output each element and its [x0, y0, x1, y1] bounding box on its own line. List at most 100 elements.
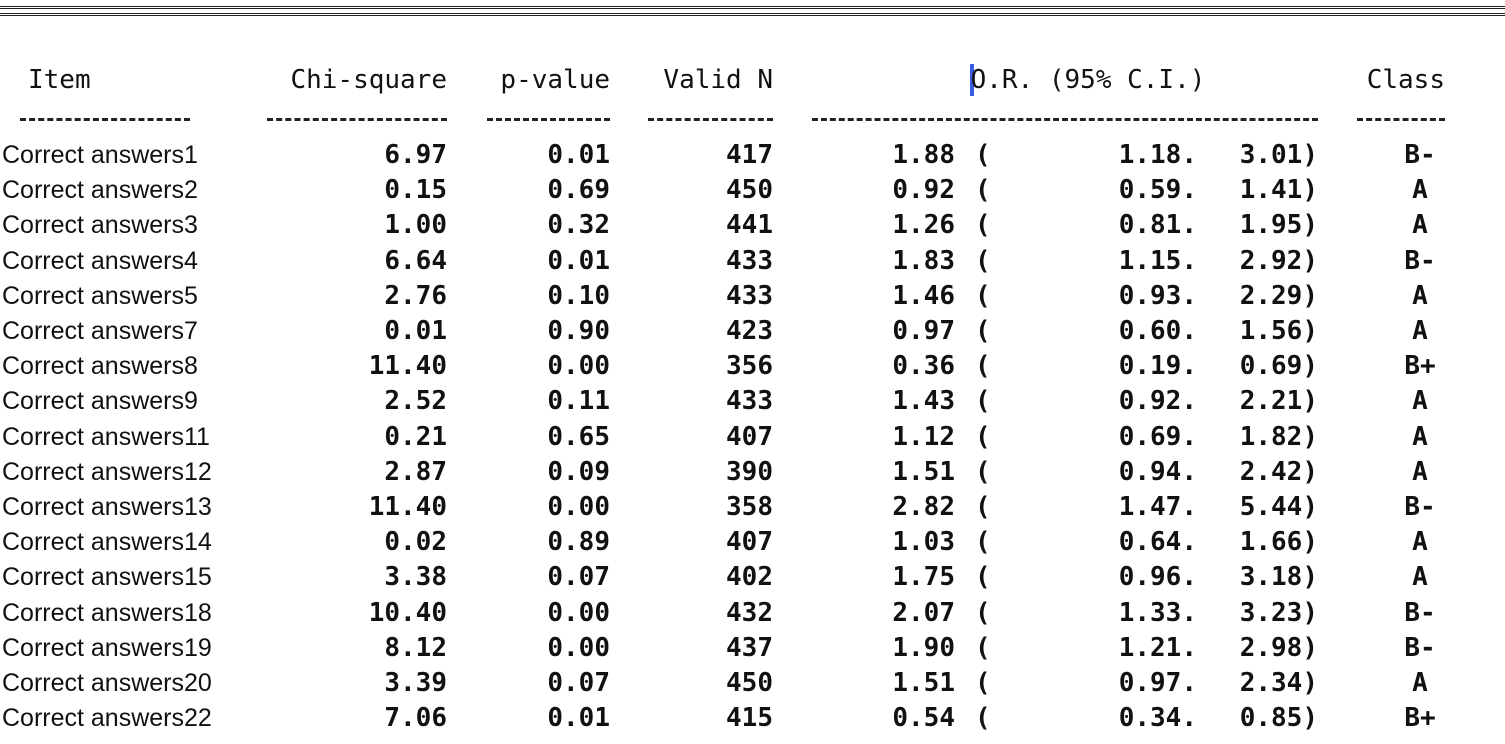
paren: (: [975, 351, 991, 382]
odds-ratio: 1.75: [892, 562, 955, 593]
odds-ratio: 2.07: [892, 597, 955, 628]
ci-lower: 0.93.: [1118, 280, 1197, 311]
valid-n: 358: [726, 492, 773, 522]
p-value: 0.65: [547, 421, 610, 452]
paren: (: [975, 562, 991, 593]
odds-ratio: 0.36: [892, 351, 955, 382]
valid-n: 423: [726, 316, 773, 346]
class: A: [1412, 562, 1428, 593]
ci-upper: 1.56): [1239, 316, 1318, 346]
chi-square: 2.52: [384, 386, 447, 417]
paren: (: [975, 527, 991, 558]
ci-lower: 0.60.: [1118, 316, 1197, 346]
item-name: Correct answers22: [2, 704, 212, 733]
chi-square: 6.97: [384, 140, 447, 170]
p-value: 0.00: [547, 597, 610, 628]
p-value: 0.11: [547, 386, 610, 417]
p-value: 0.00: [547, 351, 610, 382]
class: B-: [1404, 245, 1436, 276]
ci-upper: 1.41): [1239, 175, 1318, 206]
ci-lower: 0.92.: [1118, 386, 1197, 417]
ci-upper: 2.21): [1239, 386, 1318, 417]
ci-lower: 0.69.: [1118, 421, 1197, 452]
chi-square: 0.21: [384, 421, 447, 452]
ci-lower: 1.21.: [1118, 632, 1197, 663]
chi-square: 1.00: [384, 210, 447, 241]
paren: (: [975, 597, 991, 628]
item-name: Correct answers18: [2, 598, 212, 627]
chi-square: 7.06: [384, 703, 447, 734]
chi-square: 0.15: [384, 175, 447, 206]
column-header: Item: [28, 65, 91, 95]
ci-upper: 2.34): [1239, 668, 1318, 698]
ci-lower: 1.15.: [1118, 245, 1197, 276]
chi-square: 3.38: [384, 562, 447, 593]
item-name: Correct answers11: [2, 422, 210, 451]
valid-n: 407: [726, 421, 773, 452]
ci-upper: 1.95): [1239, 210, 1318, 241]
chi-square: 8.12: [384, 632, 447, 663]
valid-n: 415: [726, 703, 773, 734]
ci-upper: 2.98): [1239, 632, 1318, 663]
odds-ratio: 1.43: [892, 386, 955, 417]
ci-lower: 0.96.: [1118, 562, 1197, 593]
valid-n: 407: [726, 527, 773, 558]
class: B-: [1404, 597, 1436, 628]
column-header: Class: [1366, 65, 1445, 95]
class: A: [1412, 280, 1428, 311]
p-value: 0.10: [547, 280, 610, 311]
valid-n: 433: [726, 280, 773, 311]
p-value: 0.32: [547, 210, 610, 241]
odds-ratio: 0.92: [892, 175, 955, 206]
paren: (: [975, 316, 991, 346]
p-value: 0.89: [547, 527, 610, 558]
item-name: Correct answers15: [2, 563, 212, 592]
ci-upper: 3.01): [1239, 140, 1318, 170]
odds-ratio: 0.97: [892, 316, 955, 346]
class: A: [1412, 527, 1428, 558]
item-name: Correct answers4: [2, 246, 198, 275]
column-header: Chi-square: [290, 65, 447, 95]
item-name: Correct answers5: [2, 281, 198, 310]
paren: (: [975, 421, 991, 452]
column-header: O.R. (95% C.I.): [970, 65, 1206, 95]
item-name: Correct answers2: [2, 176, 198, 205]
ci-lower: 0.59.: [1118, 175, 1197, 206]
odds-ratio: 1.90: [892, 632, 955, 663]
item-name: Correct answers1: [2, 141, 198, 169]
underline: [267, 118, 447, 121]
item-name: Correct answers8: [2, 352, 198, 381]
odds-ratio: 0.54: [892, 703, 955, 734]
paren: (: [975, 210, 991, 241]
paren: (: [975, 280, 991, 311]
class: B+: [1404, 351, 1436, 382]
item-name: Correct answers14: [2, 528, 212, 557]
valid-n: 432: [726, 597, 773, 628]
chi-square: 6.64: [384, 245, 447, 276]
ci-lower: 0.19.: [1118, 351, 1197, 382]
item-name: Correct answers9: [2, 387, 198, 416]
class: A: [1412, 456, 1428, 487]
underline: [648, 118, 773, 121]
ci-upper: 2.42): [1239, 456, 1318, 487]
chi-square: 0.01: [384, 316, 447, 346]
chi-square: 0.02: [384, 527, 447, 558]
class: B+: [1404, 703, 1436, 734]
chi-square: 10.40: [368, 597, 447, 628]
ci-lower: 1.18.: [1118, 140, 1197, 170]
paren: (: [975, 456, 991, 487]
separator: [0, 6, 1505, 16]
ci-lower: 1.33.: [1118, 597, 1197, 628]
valid-n: 356: [726, 351, 773, 382]
underline: [812, 118, 1318, 121]
chi-square: 2.87: [384, 456, 447, 487]
paren: (: [975, 140, 991, 170]
ci-lower: 0.94.: [1118, 456, 1197, 487]
class: A: [1412, 668, 1428, 698]
item-name: Correct answers19: [2, 633, 212, 662]
ci-upper: 2.29): [1239, 280, 1318, 311]
ci-lower: 1.47.: [1118, 492, 1197, 522]
paren: (: [975, 632, 991, 663]
valid-n: 450: [726, 175, 773, 206]
valid-n: 402: [726, 562, 773, 593]
